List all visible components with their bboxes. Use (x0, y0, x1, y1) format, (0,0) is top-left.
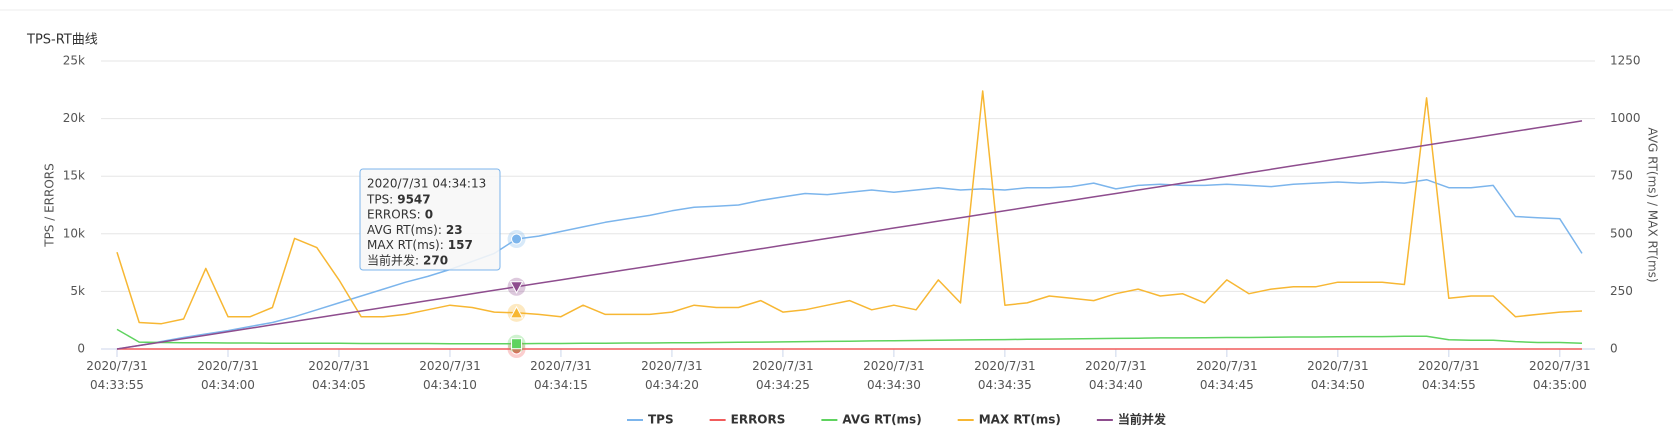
marker (511, 338, 523, 350)
marker (509, 305, 524, 319)
x-tick-label: 2020/7/31 04:34:40 (1085, 359, 1147, 392)
tooltip-label: 当前并发: (367, 252, 419, 267)
y-tick-label: 10k (63, 226, 85, 240)
y-tick-label: 20k (63, 111, 85, 125)
legend-label: MAX RT(ms) (979, 413, 1061, 427)
y2-axis-title: AVG RT(ms) / MAX RT(ms) (1646, 127, 1660, 282)
series-line (116, 178, 1583, 350)
tooltip-value: 157 (448, 238, 473, 252)
marker (511, 233, 523, 245)
x-tick-label: 2020/7/31 04:34:15 (530, 359, 592, 392)
series-line (116, 328, 1583, 345)
x-tick-label: 2020/7/31 04:34:25 (752, 359, 814, 392)
tooltip-label: TPS: (366, 193, 393, 207)
x-tick-label: 2020/7/31 04:34:10 (419, 359, 481, 392)
y2-tick-label: 1250 (1610, 54, 1641, 68)
y2-tick-label: 250 (1610, 284, 1633, 298)
x-tick-label: 2020/7/31 04:35:00 (1529, 359, 1591, 392)
tooltip-label: ERRORS: (367, 208, 421, 222)
series-line (116, 90, 1583, 325)
x-tick-label: 2020/7/31 04:34:20 (641, 359, 703, 392)
x-tick-label: 2020/7/31 04:34:45 (1196, 359, 1258, 392)
y-tick-label: 15k (63, 169, 85, 183)
x-tick-label: 2020/7/31 04:34:05 (308, 359, 370, 392)
y2-tick-label: 750 (1610, 169, 1633, 183)
tooltip-value: 0 (425, 208, 433, 222)
y-tick-label: 0 (77, 342, 85, 356)
legend-label: 当前并发 (1118, 412, 1167, 427)
tooltip-label: MAX RT(ms): (367, 238, 444, 252)
tooltip-label: AVG RT(ms): (367, 223, 442, 237)
y2-tick-label: 1000 (1610, 111, 1641, 125)
x-tick-label: 2020/7/31 04:33:55 (86, 359, 148, 392)
y-tick-label: 25k (63, 54, 85, 68)
x-tick-label: 2020/7/31 04:34:55 (1418, 359, 1480, 392)
tooltip-box (359, 168, 501, 271)
y-axis-title: TPS / ERRORS (43, 163, 57, 248)
marker (509, 281, 524, 294)
tooltip-title: 2020/7/31 04:34:13 (367, 177, 486, 191)
chart-title: TPS-RT曲线 (26, 33, 98, 48)
y2-tick-label: 500 (1610, 226, 1633, 240)
x-tick-label: 2020/7/31 04:34:35 (974, 359, 1036, 392)
x-tick-label: 2020/7/31 04:34:50 (1307, 359, 1369, 392)
legend-label: ERRORS (731, 413, 786, 427)
series-line (116, 120, 1583, 350)
x-tick-label: 2020/7/31 04:34:30 (863, 359, 925, 392)
legend-label: AVG RT(ms) (842, 413, 921, 427)
tooltip-value: 23 (446, 223, 463, 237)
y2-tick-label: 0 (1610, 342, 1618, 356)
tooltip-value: 270 (423, 253, 448, 267)
legend-label: TPS (648, 413, 674, 427)
x-tick-label: 2020/7/31 04:34:00 (197, 359, 259, 392)
tooltip-value: 9547 (397, 193, 430, 207)
y-tick-label: 5k (70, 284, 85, 298)
